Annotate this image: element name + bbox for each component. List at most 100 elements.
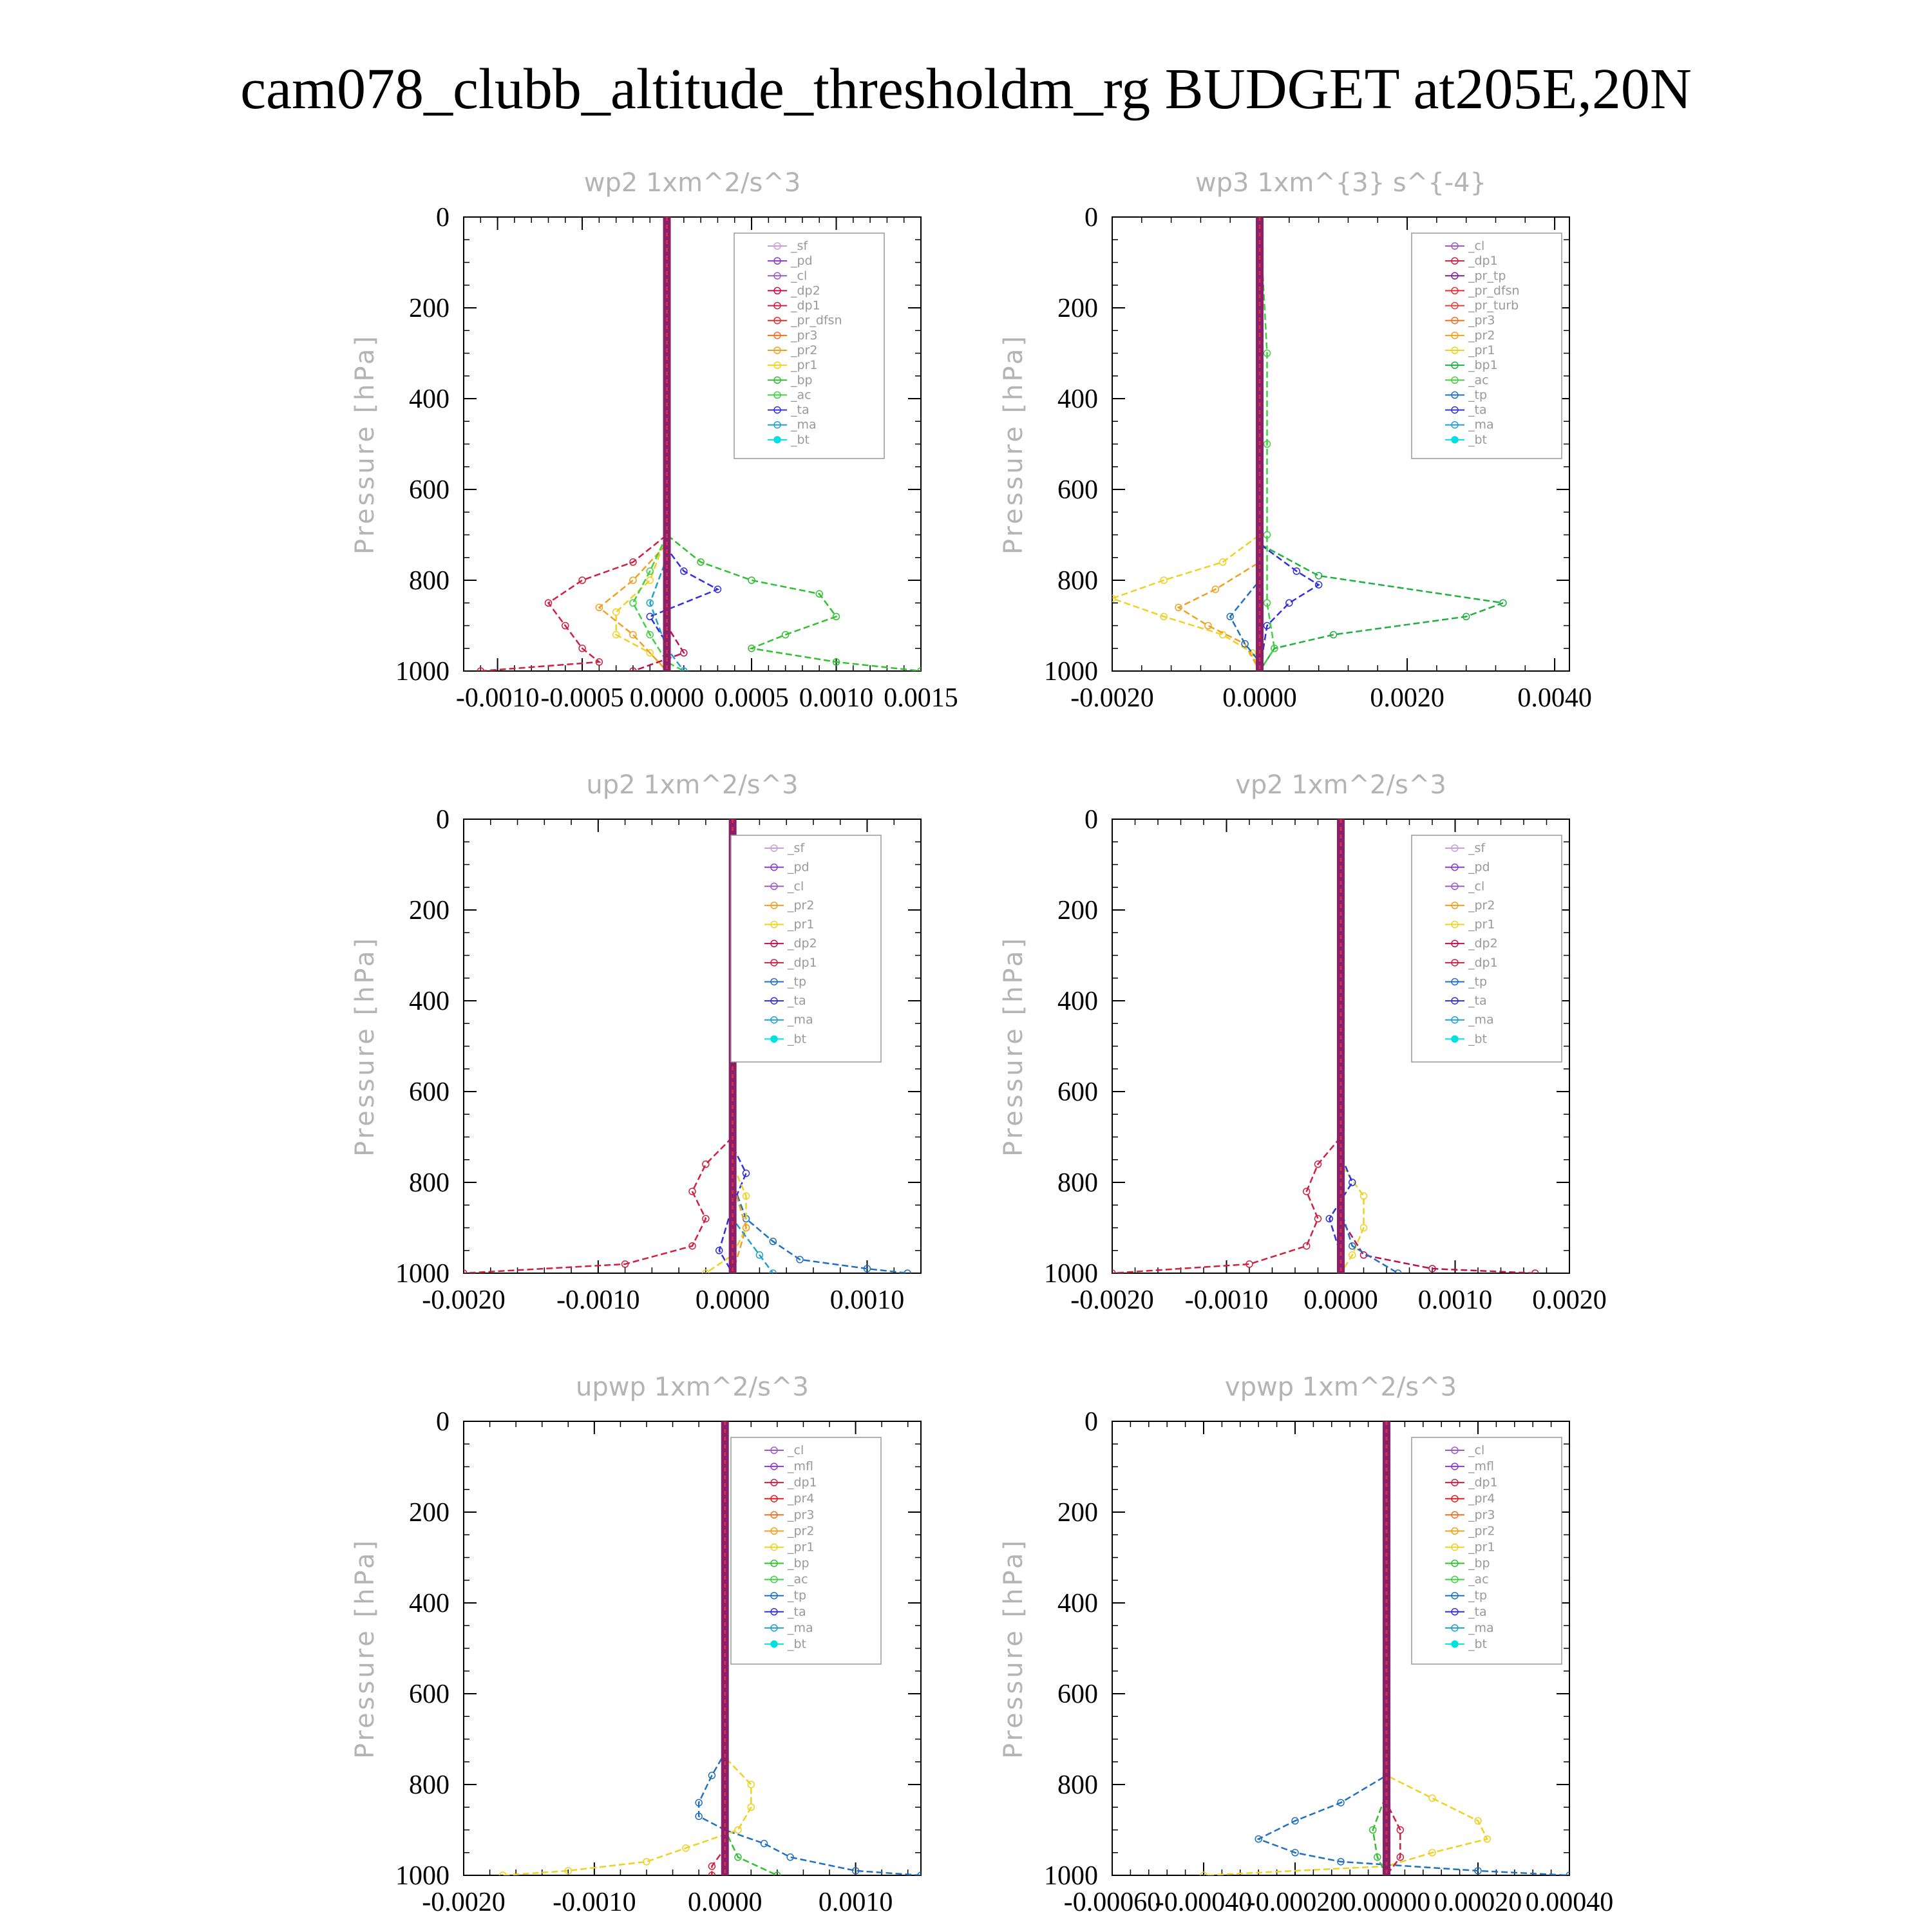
legend-marker (1451, 1463, 1459, 1470)
series-point-ta (646, 612, 654, 621)
legend-marker (773, 242, 781, 250)
series-point-dp1 (1396, 1826, 1405, 1834)
series-line-tp (1229, 217, 1261, 671)
panel-title: upwp 1xm^2/s^3 (576, 1372, 809, 1402)
legend-marker (1451, 882, 1459, 891)
series-point-tp (1394, 1269, 1402, 1273)
legend-label: _pr2 (1468, 898, 1495, 913)
legend-label: _pr2 (1468, 1524, 1495, 1538)
series-line-pr2 (1177, 217, 1261, 671)
x-tick-label: 0.0000 (696, 1285, 770, 1315)
legend-marker (770, 902, 778, 909)
y-tick-label: 800 (1057, 1168, 1098, 1198)
series-point-dp1 (702, 1215, 710, 1223)
legend-label: _ta (1468, 1605, 1487, 1619)
legend-marker (773, 287, 781, 295)
legend-marker (1451, 332, 1459, 339)
legend-marker (773, 406, 781, 414)
series-line-ma (732, 819, 774, 1273)
series-point-dp1 (688, 1242, 696, 1250)
series-point-dp1 (1303, 1242, 1311, 1250)
series-point-pr2 (1211, 585, 1220, 593)
series-point-pr1 (499, 1871, 507, 1875)
series-point-pr1 (734, 1826, 742, 1834)
legend-marker (770, 1511, 778, 1519)
legend-label: _pr3 (1468, 1508, 1495, 1522)
series-point-pr1 (1200, 1871, 1208, 1875)
legend-label: _dp1 (790, 299, 820, 313)
legend-label: _bt (790, 433, 810, 447)
x-tick-label: -0.0005 (540, 683, 624, 713)
series-point-pr1 (646, 576, 654, 584)
legend-label: _bt (1468, 1032, 1487, 1046)
legend-label: _bt (787, 1032, 806, 1046)
y-axis-label: Pressure [hPa] (350, 1538, 380, 1759)
y-tick-label: 0 (436, 1407, 450, 1437)
legend-label: _pr4 (1468, 1492, 1495, 1506)
panel-title: vpwp 1xm^2/s^3 (1225, 1372, 1457, 1402)
series-point-dp1 (544, 599, 553, 607)
legend-label: _dp2 (1468, 936, 1498, 951)
panels: wp2 1xm^2/s^3 Pressure [hPa] 0 200 400 600 800… (350, 168, 1613, 1917)
series-point-dp1 (595, 658, 603, 666)
series-point-dp1 (1396, 1853, 1405, 1861)
series-point-pr1 (643, 1858, 650, 1866)
legend-marker (1451, 1479, 1459, 1486)
series-group (499, 1421, 921, 1875)
legend-marker (770, 1543, 778, 1551)
series-point-pr1 (1359, 1224, 1368, 1232)
legend-label: _bt (1468, 433, 1487, 447)
legend-label: _ac (1468, 1573, 1489, 1587)
y-tick-label: 400 (1057, 1589, 1098, 1618)
y-axis-label: Pressure [hPa] (350, 936, 380, 1157)
series-point-tp (1226, 612, 1234, 621)
series-point-bp1 (1462, 612, 1470, 621)
x-tick-label: -0.0010 (456, 683, 540, 713)
series-point-ta (715, 1247, 723, 1255)
y-axis-label: Pressure [hPa] (999, 936, 1028, 1157)
legend-marker (770, 940, 778, 947)
legend-marker (770, 1463, 778, 1470)
series-group (1200, 1421, 1569, 1875)
series-point-pr1 (1359, 1192, 1368, 1200)
legend-label: _dp2 (790, 283, 820, 298)
series-point-pr1 (564, 1867, 573, 1875)
legend-label: _pr2 (1468, 328, 1495, 343)
series-point-dp1 (477, 667, 485, 671)
legend-marker (1451, 1511, 1459, 1519)
legend-marker (770, 959, 778, 967)
legend-marker (1451, 1591, 1459, 1600)
legend-marker (1451, 1640, 1459, 1648)
series-point-ta (1314, 581, 1323, 589)
legend-marker (770, 882, 778, 891)
x-tick-label: 0.0000 (688, 1888, 762, 1917)
series-point-tp (786, 1853, 794, 1861)
legend-label: _pd (787, 860, 810, 875)
series-point-ta (742, 1170, 750, 1177)
x-tick-label: -0.0020 (422, 1285, 506, 1315)
legend-marker (770, 1608, 778, 1616)
series-point-ac (1263, 531, 1271, 539)
legend-label: _pr3 (790, 328, 817, 343)
series-point-bp (832, 612, 840, 621)
y-tick-label: 600 (1057, 1680, 1098, 1709)
series-point-pr2 (1175, 603, 1182, 612)
legend-marker (773, 316, 781, 325)
legend-label: _ma (787, 1013, 813, 1027)
series-line-dp1 (464, 819, 734, 1273)
legend-label: _cl (787, 879, 804, 893)
legend-marker (1451, 940, 1459, 947)
legend-marker (770, 1016, 778, 1024)
legend-marker (1451, 1575, 1459, 1584)
legend-marker (1451, 997, 1459, 1005)
y-tick-label: 1000 (1044, 1861, 1098, 1891)
y-tick-label: 1000 (395, 1861, 450, 1891)
x-tick-label: -0.00060 (1064, 1888, 1161, 1917)
legend-marker (1451, 920, 1459, 929)
y-tick-label: 1000 (395, 657, 450, 687)
series-point-tp (863, 1265, 871, 1273)
series-point-dp1 (708, 1862, 716, 1870)
series-point-bp (748, 576, 755, 584)
y-tick-label: 800 (409, 566, 450, 596)
